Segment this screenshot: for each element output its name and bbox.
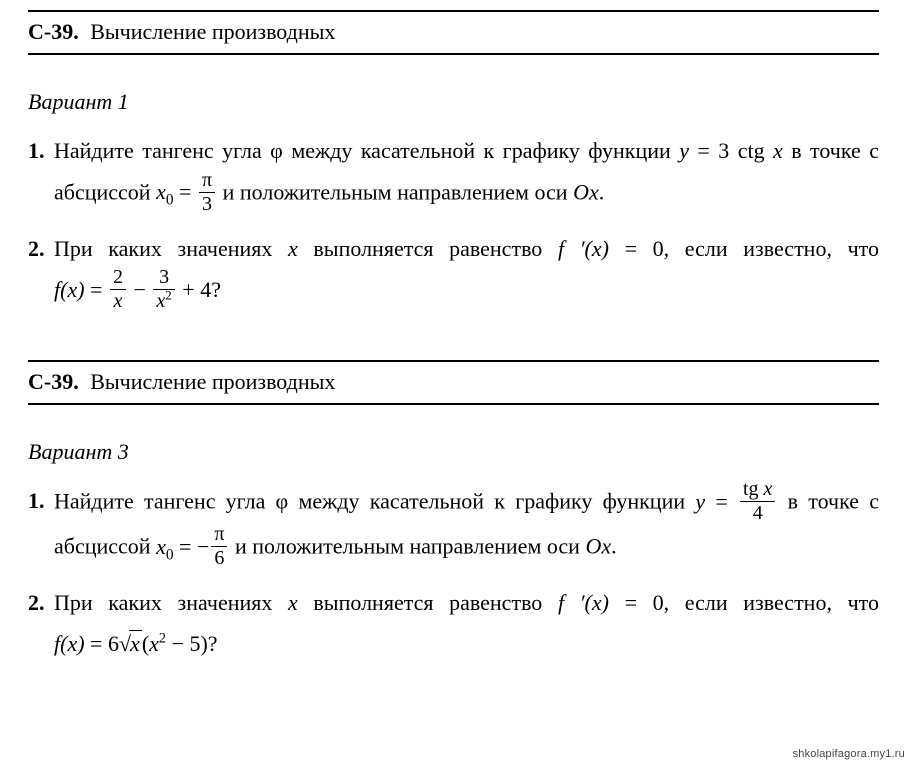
fx-expr: f(x) = 2x − 3x2 + 4? [54,277,221,302]
problem-number: 1. [28,481,54,571]
var-x: x [288,236,298,261]
equals: = [174,179,197,204]
denominator: 3 [199,193,215,215]
subscript-0: 0 [166,546,174,563]
plus-4: + 4? [177,277,221,302]
variant-1: Вариант 1 [28,89,879,115]
problem-number: 2. [28,229,54,315]
var-x: x [149,631,159,656]
var-y: y [679,138,689,163]
problem-1-1: 1. Найдите тангенс угла φ между касатель… [28,131,879,217]
watermark: shkolapifagora.my1.ru [793,748,905,760]
paren-x: (x) [60,277,84,302]
text: выполняется равенство [298,590,558,615]
fprime-expr: f ′(x) = 0, [558,590,669,615]
var-x: x [773,138,783,163]
text: если известно, что [669,590,879,615]
fx-expr: f(x) = 6√x(x2 − 5)? [54,631,218,656]
text: и положитель­ным направлением оси [217,179,573,204]
fprime-expr: f ′(x) = 0, [558,236,669,261]
problem-2-1: 1. Найдите тангенс угла φ между касатель… [28,481,879,571]
equals: = [705,489,738,514]
text: выполняется равенство [298,236,558,261]
axis-Ox: Ox [573,179,599,204]
text: Найдите тангенс угла φ между касательной… [54,489,695,514]
equation: y = 3 ctg x [679,138,783,163]
section-code-1: С-39. [28,19,79,44]
var-x: x [764,478,773,500]
section-title-2: Вычисление производных [90,369,335,394]
equals: = [689,138,718,163]
eq-zero: = 0, [609,590,669,615]
x0-expr: x0 = −π6 [156,534,229,559]
text: . [611,534,617,559]
numerator: tg x [740,479,775,502]
f-prime: f ′ [558,590,585,615]
equation: y = tg x4 [695,489,777,514]
problem-body: Найдите тангенс угла φ между касательной… [54,481,879,571]
sqrt: √x [119,624,142,665]
problem-2-2: 2. При каких значениях x выполняется рав… [28,583,879,664]
page: С-39. Вычисление производных Вариант 1 1… [0,0,907,697]
fraction: tg x4 [740,479,775,524]
equals: = [85,277,108,302]
eq-zero: = 0, [609,236,669,261]
minus-5: − 5)? [166,631,218,656]
section-header-1: С-39. Вычисление производных [28,10,879,55]
subscript-0: 0 [166,192,174,209]
paren-x: (x) [585,236,609,261]
paren-x: (x) [585,590,609,615]
text: Найдите тангенс угла φ между касательной… [54,138,679,163]
exponent: 2 [159,631,166,647]
text: При каких значениях [54,590,288,615]
variant-3: Вариант 3 [28,439,879,465]
var-x: x [156,290,165,312]
equals-6: = 6 [85,631,119,656]
var-x: x [288,590,298,615]
fraction: 2x [110,267,126,312]
text: и положитель­ным направлением оси [229,534,585,559]
text: если известно, что [669,236,879,261]
equals-neg: = − [174,534,210,559]
var-x: x [156,179,166,204]
section-header-2: С-39. Вычисление производных [28,360,879,405]
fraction: π6 [211,524,227,569]
var-x: x [156,534,166,559]
problem-number: 1. [28,131,54,217]
text: . [599,179,605,204]
problem-body: При каких значениях x выполняется равенс… [54,229,879,315]
problem-number: 2. [28,583,54,664]
section-title-1: Вычисление производных [90,19,335,44]
problem-body: Найдите тангенс угла φ между касательной… [54,131,879,217]
text: При каких значениях [54,236,288,261]
minus: − [128,277,151,302]
x0-expr: x0 = π3 [156,179,217,204]
fraction: 3x2 [153,267,174,312]
paren-x: (x) [60,631,84,656]
denominator: x [110,290,126,312]
var-y: y [695,489,705,514]
numerator: 2 [110,267,126,290]
problem-body: При каких значениях x выполняется равенс… [54,583,879,664]
denominator: x2 [153,290,174,312]
denominator: 6 [211,547,227,569]
numerator: π [199,170,215,193]
section-code-2: С-39. [28,369,79,394]
denominator: 4 [740,502,775,524]
fraction: π3 [199,170,215,215]
f-prime: f ′ [558,236,585,261]
problem-1-2: 2. При каких значениях x выполняется рав… [28,229,879,315]
exponent: 2 [165,288,172,303]
radicand: x [129,630,142,656]
numerator: π [211,524,227,547]
rhs: 3 ctg [718,138,773,163]
tg: tg [743,478,764,500]
spacer [28,326,879,360]
axis-Ox: Ox [585,534,611,559]
